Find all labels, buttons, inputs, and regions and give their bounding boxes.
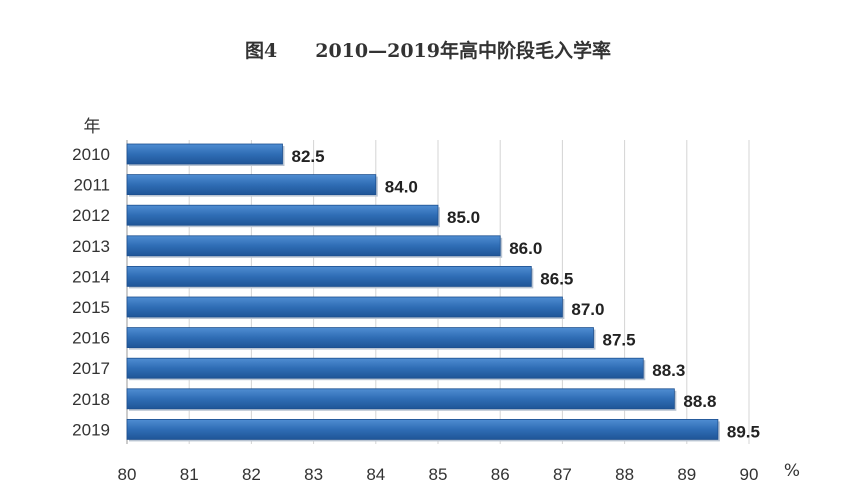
bar-2014 <box>126 265 532 287</box>
category-label: 2014 <box>72 267 110 286</box>
bar-2012 <box>126 204 439 226</box>
x-tick-label: 82 <box>242 465 261 484</box>
bar-2018 <box>126 388 675 410</box>
x-tick-label: 80 <box>118 465 137 484</box>
category-label: 2016 <box>72 329 110 348</box>
category-label: 2017 <box>72 359 110 378</box>
x-tick-label: 85 <box>429 465 448 484</box>
category-label: 2019 <box>72 420 110 439</box>
bar-2011 <box>126 174 377 196</box>
value-label: 82.5 <box>292 147 325 166</box>
value-label: 86.0 <box>509 239 542 258</box>
value-label: 87.0 <box>571 300 604 319</box>
category-label: 2015 <box>72 298 110 317</box>
bar-2013 <box>126 235 501 257</box>
bar-2016 <box>126 327 594 349</box>
category-label: 2018 <box>72 390 110 409</box>
chart-title: 图4 2010—2019年高中阶段毛入学率 <box>245 40 611 62</box>
x-tick-label: 83 <box>304 465 323 484</box>
x-tick-label: 88 <box>615 465 634 484</box>
x-tick-label: 89 <box>677 465 696 484</box>
x-axis-unit-label: % <box>784 461 800 481</box>
x-tick-label: 84 <box>366 465 385 484</box>
value-label: 88.8 <box>683 392 716 411</box>
value-label: 88.3 <box>652 361 685 380</box>
x-tick-label: 86 <box>491 465 510 484</box>
value-label: 84.0 <box>385 178 418 197</box>
bar-2017 <box>126 357 644 379</box>
bar-2019 <box>126 418 719 440</box>
category-label: 2010 <box>72 145 110 164</box>
x-tick-label: 90 <box>740 465 759 484</box>
bar-2010 <box>126 143 283 165</box>
value-label: 89.5 <box>727 422 760 441</box>
category-label: 2011 <box>73 176 110 195</box>
x-tick-label: 87 <box>553 465 572 484</box>
y-axis-label: 年 <box>84 117 101 137</box>
value-label: 86.5 <box>540 269 573 288</box>
value-label: 85.0 <box>447 208 480 227</box>
x-tick-label: 81 <box>180 465 199 484</box>
bar-2015 <box>126 296 563 318</box>
category-label: 2013 <box>72 237 110 256</box>
category-label: 2012 <box>72 206 110 225</box>
value-label: 87.5 <box>603 331 636 350</box>
